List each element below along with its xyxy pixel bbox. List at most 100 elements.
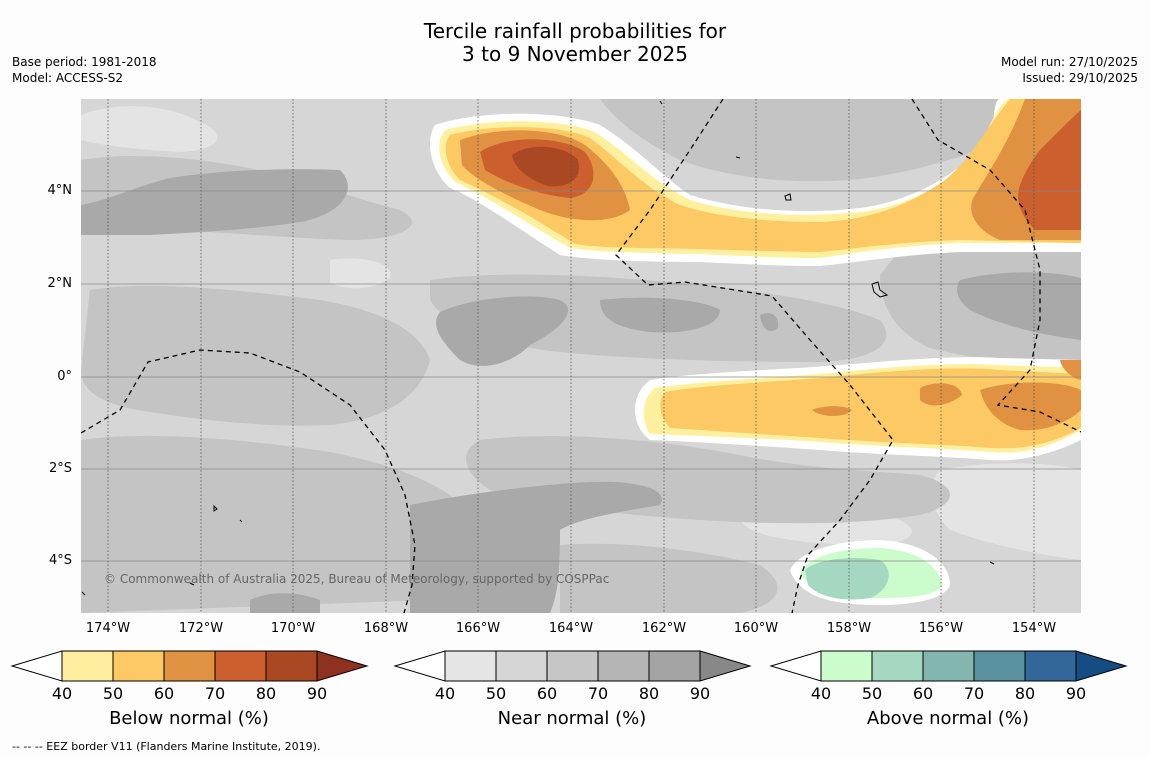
- above-normal-bin: [973, 650, 1026, 682]
- island-outline: [735, 156, 741, 159]
- near-normal-60-patch: [600, 99, 1000, 182]
- below-normal-extend-low: [10, 650, 63, 682]
- lon-label: 174°W: [85, 621, 131, 636]
- below-normal-tick: 70: [204, 684, 226, 703]
- lat-label: 4°N: [47, 183, 73, 198]
- islands: [81, 100, 995, 596]
- near-normal-70-patch: [760, 313, 779, 332]
- near-normal-bin: [546, 650, 599, 682]
- near-normal-tick: 60: [536, 684, 558, 703]
- below-normal-bin: [61, 650, 114, 682]
- below-normal-tick: 80: [255, 684, 277, 703]
- near-normal-bin: [597, 650, 650, 682]
- near-normal-70-patch: [436, 296, 569, 366]
- base-period-text: Base period: 1981-2018: [12, 55, 157, 69]
- near-normal-tick: 40: [434, 684, 456, 703]
- below-normal-title: Below normal (%): [109, 708, 269, 729]
- island-outline: [239, 519, 243, 523]
- eez-borders: [81, 99, 1081, 613]
- lon-label: 170°W: [270, 621, 316, 636]
- below-normal-tick: 50: [102, 684, 124, 703]
- above-normal-bin: [922, 650, 975, 682]
- near-normal-40-patch: [81, 106, 218, 152]
- near-normal-bin: [648, 650, 701, 682]
- above-normal-bin: [871, 650, 924, 682]
- lon-label: 160°W: [733, 621, 779, 636]
- lon-label: 166°W: [455, 621, 501, 636]
- lon-label: 164°W: [548, 621, 594, 636]
- above-normal-colorbar: [769, 650, 1128, 682]
- model-text: Model: ACCESS-S2: [12, 71, 124, 85]
- above-normal-tick: 90: [1065, 684, 1087, 703]
- longitude-lines: [107, 99, 1035, 613]
- near-normal-title: Near normal (%): [497, 708, 647, 729]
- near-normal-40-patch: [330, 258, 391, 289]
- below-normal-equator-60: [812, 406, 852, 416]
- lon-label: 172°W: [178, 621, 224, 636]
- near-normal-70-patch: [250, 593, 320, 613]
- issued-text: Issued: 29/10/2025: [1022, 71, 1138, 85]
- lon-label: 156°W: [918, 621, 964, 636]
- eez-border-line: [615, 99, 894, 613]
- near-normal-70-patch: [81, 169, 348, 235]
- below-normal-bin: [214, 650, 267, 682]
- lat-label: 4°S: [48, 553, 72, 568]
- island-outline: [659, 100, 663, 105]
- near-normal-tick: 70: [587, 684, 609, 703]
- map-title-line2: 3 to 9 November 2025: [462, 42, 688, 66]
- lon-label: 154°W: [1011, 621, 1057, 636]
- above-normal-extend-low: [769, 650, 822, 682]
- near-normal-extend-high: [699, 650, 752, 682]
- above-normal-tick: 70: [963, 684, 985, 703]
- near-normal-tick: 90: [689, 684, 711, 703]
- above-normal-tick: 60: [912, 684, 934, 703]
- below-normal-equator-50: [660, 368, 1081, 449]
- below-normal-bin: [163, 650, 216, 682]
- below-normal-tick: 90: [306, 684, 328, 703]
- near-normal-extend-low: [393, 650, 446, 682]
- below-normal-bin: [112, 650, 165, 682]
- lon-label: 168°W: [363, 621, 409, 636]
- island-outline: [989, 561, 995, 565]
- near-normal-bin: [444, 650, 497, 682]
- above-normal-tick: 80: [1014, 684, 1036, 703]
- legend-bars: [10, 650, 1128, 682]
- lat-label: 2°N: [47, 276, 73, 291]
- near-normal-70-patch: [410, 481, 662, 613]
- below-normal-equator-60: [1060, 360, 1081, 380]
- near-normal-60-patch: [81, 435, 461, 613]
- above-normal-bin: [820, 650, 873, 682]
- map-area: [81, 99, 1081, 613]
- below-normal-tick: 60: [153, 684, 175, 703]
- above-normal-tick: 50: [861, 684, 883, 703]
- below-normal-north-80: [512, 146, 580, 187]
- island-outline: [189, 582, 195, 586]
- lat-label: 0°: [57, 369, 72, 384]
- near-normal-40-patch: [931, 463, 1081, 560]
- metadata-left: Base period: 1981-2018 Model: ACCESS-S2: [12, 54, 157, 86]
- above-normal-50: [805, 558, 889, 600]
- near-normal-tick: 80: [638, 684, 660, 703]
- above-normal-extend-high: [1075, 650, 1128, 682]
- above-normal-title: Above normal (%): [866, 708, 1030, 729]
- above-normal-bin: [1024, 650, 1077, 682]
- lon-label: 162°W: [641, 621, 687, 636]
- below-normal-bin: [265, 650, 318, 682]
- lat-label: 2°S: [48, 461, 72, 476]
- near-normal-colorbar: [393, 650, 752, 682]
- metadata-right: Model run: 27/10/2025 Issued: 29/10/2025: [1001, 54, 1138, 86]
- near-normal-bin: [495, 650, 548, 682]
- island-outline: [213, 504, 218, 512]
- below-normal-extend-high: [316, 650, 369, 682]
- copyright-credit: © Commonwealth of Australia 2025, Bureau…: [104, 572, 610, 586]
- model-run-text: Model run: 27/10/2025: [1000, 55, 1138, 69]
- island-outline: [784, 193, 792, 201]
- eez-border-line: [81, 349, 416, 613]
- map-title-line1: Tercile rainfall probabilities for: [423, 19, 727, 43]
- near-normal-70-patch: [957, 272, 1081, 340]
- below-normal-colorbar: [10, 650, 369, 682]
- below-normal-equator-60: [980, 382, 1081, 431]
- lon-label: 158°W: [826, 621, 872, 636]
- below-normal-tick: 40: [51, 684, 73, 703]
